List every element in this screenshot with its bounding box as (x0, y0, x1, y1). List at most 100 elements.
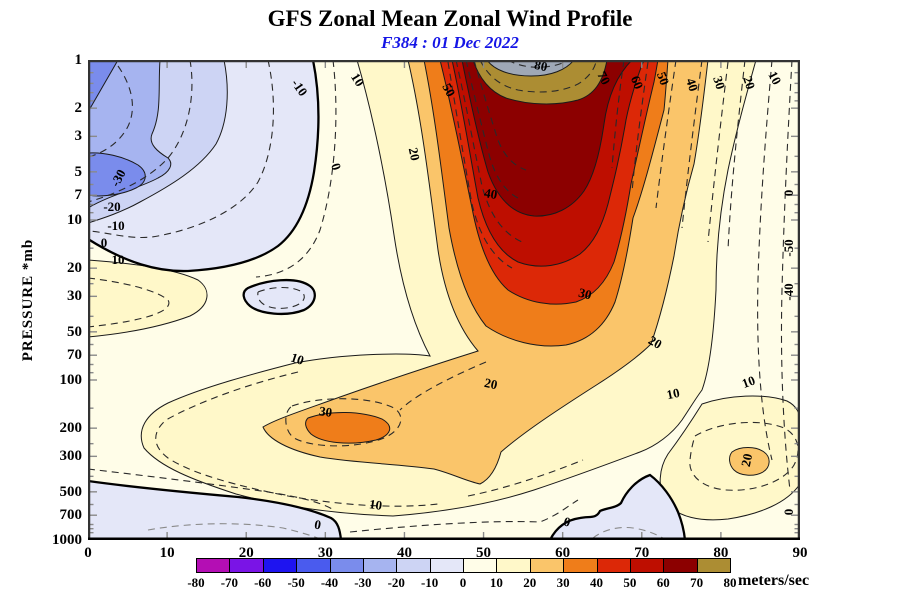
contour-label: 40 (483, 185, 498, 202)
colorbar-units: meters/sec (738, 572, 810, 589)
x-tick-label: 40 (396, 545, 412, 561)
colorbar-boundary-label: -40 (320, 575, 339, 590)
contour-label: 0 (313, 517, 322, 533)
colorbar-cell (396, 558, 431, 573)
x-tick-label: 30 (317, 545, 333, 561)
y-tick-label: 500 (59, 483, 83, 500)
contour-label: 60 (628, 73, 647, 91)
colorbar-cell (463, 558, 498, 573)
contour-label: 20 (406, 146, 423, 162)
x-tick-label: 70 (634, 545, 650, 561)
y-tick-label: 2 (74, 100, 83, 117)
filled-contours-positive (88, 60, 800, 521)
contour-label: 20 (483, 375, 499, 392)
y-tick-label: 700 (59, 507, 83, 524)
colorbar-cell (229, 558, 264, 573)
colorbar-boundary-label: -50 (287, 575, 305, 590)
colorbar-boundary-label: -70 (220, 575, 239, 590)
contour-label: 0 (562, 514, 572, 530)
y-tick-label: 3 (74, 128, 83, 145)
colorbar-boundary-label: 20 (523, 575, 537, 590)
y-tick-label: 70 (67, 347, 82, 364)
page-subtitle: F384 : 01 Dec 2022 (381, 33, 519, 52)
x-tick-label: 10 (159, 545, 175, 561)
colorbar-cell (262, 558, 298, 573)
contour-label: 20 (646, 332, 665, 351)
x-tick-label: 20 (238, 545, 254, 561)
page-title: GFS Zonal Mean Zonal Wind Profile (267, 6, 633, 31)
colorbar-cell (196, 558, 231, 573)
contour-label: 10 (740, 373, 757, 392)
colorbar-boundary-label: 50 (623, 575, 637, 590)
y-tick-label: 10 (67, 212, 82, 228)
colorbar-cell (629, 558, 665, 573)
y-tick-label: 20 (67, 260, 82, 277)
contour-label: 20 (740, 74, 758, 91)
colorbar-cell (496, 558, 531, 573)
colorbar-boundary-label: 70 (690, 575, 704, 590)
contour-label: 0 (328, 161, 344, 172)
colorbar-boundary-label: -30 (354, 575, 372, 590)
dashed-intermediate-contours (88, 60, 799, 540)
colorbar-cell (296, 558, 331, 573)
x-tick-label: 80 (713, 545, 729, 561)
y-tick-label: 100 (59, 372, 83, 388)
contour-label: 40 (683, 76, 701, 93)
colorbar-cell (596, 558, 631, 573)
colorbar (196, 558, 731, 573)
contour-label: -10 (107, 218, 124, 233)
plot-area: -30 -20 -10 0 10 -10 0 10 20 50 80 70 60 50 40 30 20 10 40… (88, 60, 800, 540)
contour-label: -20 (103, 199, 120, 214)
contour-label: 10 (665, 385, 681, 402)
colorbar-boundary-label: 60 (656, 575, 670, 590)
y-tick-label: 1 (74, 52, 83, 68)
contour-label: 30 (577, 285, 593, 303)
colorbar-boundary-label: -80 (187, 575, 205, 590)
colorbar-boundary-label: 0 (459, 575, 467, 590)
colorbar-boundary-label: -20 (387, 575, 405, 590)
colorbar-cell (362, 558, 398, 573)
contour-label: 70 (594, 69, 613, 88)
contour-label: 10 (368, 496, 383, 513)
y-tick-label: 30 (67, 288, 82, 305)
contour-label: 30 (318, 403, 333, 420)
x-tick-label: 60 (555, 545, 571, 561)
contour-label: 10 (765, 69, 784, 88)
contour-label: 50 (654, 70, 673, 87)
contour-label: 10 (112, 252, 125, 267)
y-tick-label: 1000 (52, 532, 82, 548)
contour-label: 0 (101, 235, 108, 250)
contour-label: 0 (781, 509, 796, 516)
colorbar-cell (429, 558, 464, 573)
y-tick-label: 50 (67, 323, 82, 340)
colorbar-boundary-label: 10 (489, 575, 503, 590)
y-tick-label: 7 (74, 187, 83, 204)
contour-label: -30 (107, 167, 128, 189)
colorbar-cell (329, 558, 364, 573)
colorbar-boundary-label: 30 (556, 575, 570, 590)
colorbar-cell (563, 558, 598, 573)
x-tick-label: 90 (792, 545, 808, 561)
x-tick-label: 0 (84, 545, 92, 561)
contour-label: 0 (781, 190, 796, 197)
contour-label: 80 (533, 60, 549, 74)
y-tick-label: 5 (74, 163, 83, 180)
y-tick-label: 300 (59, 448, 83, 465)
contour-label: 30 (710, 74, 728, 91)
colorbar-boundary-label: 40 (590, 575, 603, 590)
colorbar-cell (696, 558, 731, 573)
contour-label: 20 (738, 452, 755, 468)
colorbar-cell (529, 558, 565, 573)
colorbar-boundary-label: -60 (254, 575, 272, 590)
y-tick-label: 200 (59, 420, 83, 437)
colorbar-cell (663, 558, 698, 573)
contour-label: 10 (289, 350, 306, 368)
colorbar-boundary-label: 80 (723, 575, 737, 590)
colorbar-boundary-label: -10 (420, 575, 439, 590)
contour-label: 50 (439, 81, 458, 100)
contour-label: -40 (781, 283, 796, 300)
contour-label: -50 (781, 239, 796, 256)
